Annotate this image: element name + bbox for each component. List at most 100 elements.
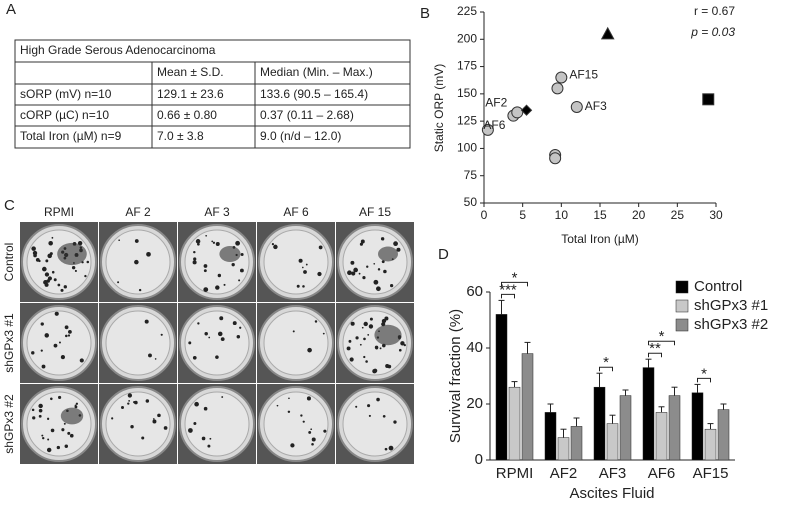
colony <box>381 318 387 324</box>
table-cell: 7.0 ± 3.8 <box>157 129 204 143</box>
colony <box>396 247 401 252</box>
colony <box>64 325 69 330</box>
significance-label: * <box>512 269 518 286</box>
colony <box>205 234 208 237</box>
colony <box>292 330 295 333</box>
colony <box>305 263 308 266</box>
colony <box>197 242 200 246</box>
point <box>481 123 494 136</box>
table: High Grade Serous Adenocarcinoma Mean ± … <box>14 39 411 149</box>
row-label: shGPx3 #2 <box>2 394 16 454</box>
colony <box>355 336 359 340</box>
bar <box>606 423 619 461</box>
colony <box>363 355 366 359</box>
panel-label: C <box>4 197 15 214</box>
dish-inner <box>342 229 408 295</box>
colony <box>365 360 368 363</box>
point <box>570 100 583 113</box>
row-label: Control <box>2 243 16 282</box>
colony <box>50 428 55 433</box>
x-axis-label: Total Iron (µM) <box>561 232 639 246</box>
colony <box>47 438 50 441</box>
colony <box>298 258 303 263</box>
colony <box>373 262 376 265</box>
bar <box>570 426 583 461</box>
y-tick-label: 125 <box>457 113 477 127</box>
colony <box>209 437 212 440</box>
colony <box>359 343 362 346</box>
colony <box>157 413 161 418</box>
bar <box>642 367 655 461</box>
x-tick-label: AF6 <box>648 465 676 482</box>
colony <box>363 337 366 341</box>
colony <box>351 271 356 276</box>
colony <box>47 276 52 281</box>
x-tick-label: AF2 <box>550 465 578 482</box>
colony <box>368 324 374 329</box>
dish-inner <box>263 310 329 376</box>
bar <box>557 437 570 461</box>
legend-swatch <box>675 299 689 313</box>
colony <box>358 272 361 275</box>
colony <box>306 396 311 401</box>
colony <box>69 433 74 438</box>
bar <box>704 428 717 461</box>
colony <box>193 250 196 254</box>
colony <box>53 278 57 282</box>
point-label: AF3 <box>585 99 607 113</box>
colony <box>303 270 307 274</box>
colony <box>63 285 67 289</box>
colony <box>31 351 35 355</box>
colony <box>203 406 208 411</box>
colony <box>188 428 193 433</box>
colony <box>71 265 76 270</box>
colony <box>57 283 61 287</box>
significance-bracket <box>648 340 675 346</box>
table-cell: cORP (µC) n=10 <box>20 108 109 122</box>
colony <box>188 341 192 345</box>
colony <box>350 321 355 326</box>
colony <box>64 444 69 448</box>
table-title: High Grade Serous Adenocarcinoma <box>20 43 216 57</box>
colony <box>201 436 206 441</box>
colony <box>74 404 77 407</box>
colony <box>67 334 71 337</box>
point-label: AF6 <box>483 118 505 132</box>
colony <box>363 321 368 327</box>
colony <box>349 357 354 362</box>
colony <box>148 353 152 358</box>
row-label: shGPx3 #1 <box>2 313 16 373</box>
colony <box>50 397 53 401</box>
y-tick-label: 100 <box>457 141 477 155</box>
colony <box>58 341 61 344</box>
colony <box>393 241 398 247</box>
colony <box>239 326 242 329</box>
x-tick-label: AF3 <box>599 465 627 482</box>
colony <box>134 259 139 265</box>
colony <box>193 257 197 261</box>
colony <box>235 240 241 246</box>
colony <box>311 442 314 446</box>
column-label: RPMI <box>44 205 74 219</box>
colony <box>383 269 387 274</box>
dish-inner <box>105 310 171 376</box>
colony <box>384 447 388 451</box>
dish-inner <box>184 310 250 376</box>
colony <box>223 283 226 286</box>
significance-bracket <box>501 281 528 287</box>
point <box>702 93 715 106</box>
colony <box>302 285 305 288</box>
colony <box>219 316 224 321</box>
colony <box>307 347 312 353</box>
colony <box>51 270 55 274</box>
colony <box>403 344 406 347</box>
dish-inner <box>263 391 329 457</box>
legend-label: shGPx3 #2 <box>694 316 768 333</box>
colony <box>215 241 220 246</box>
colony <box>192 260 197 265</box>
colony <box>51 236 54 239</box>
colony <box>145 399 150 403</box>
colony <box>368 414 371 417</box>
colony <box>302 420 305 423</box>
